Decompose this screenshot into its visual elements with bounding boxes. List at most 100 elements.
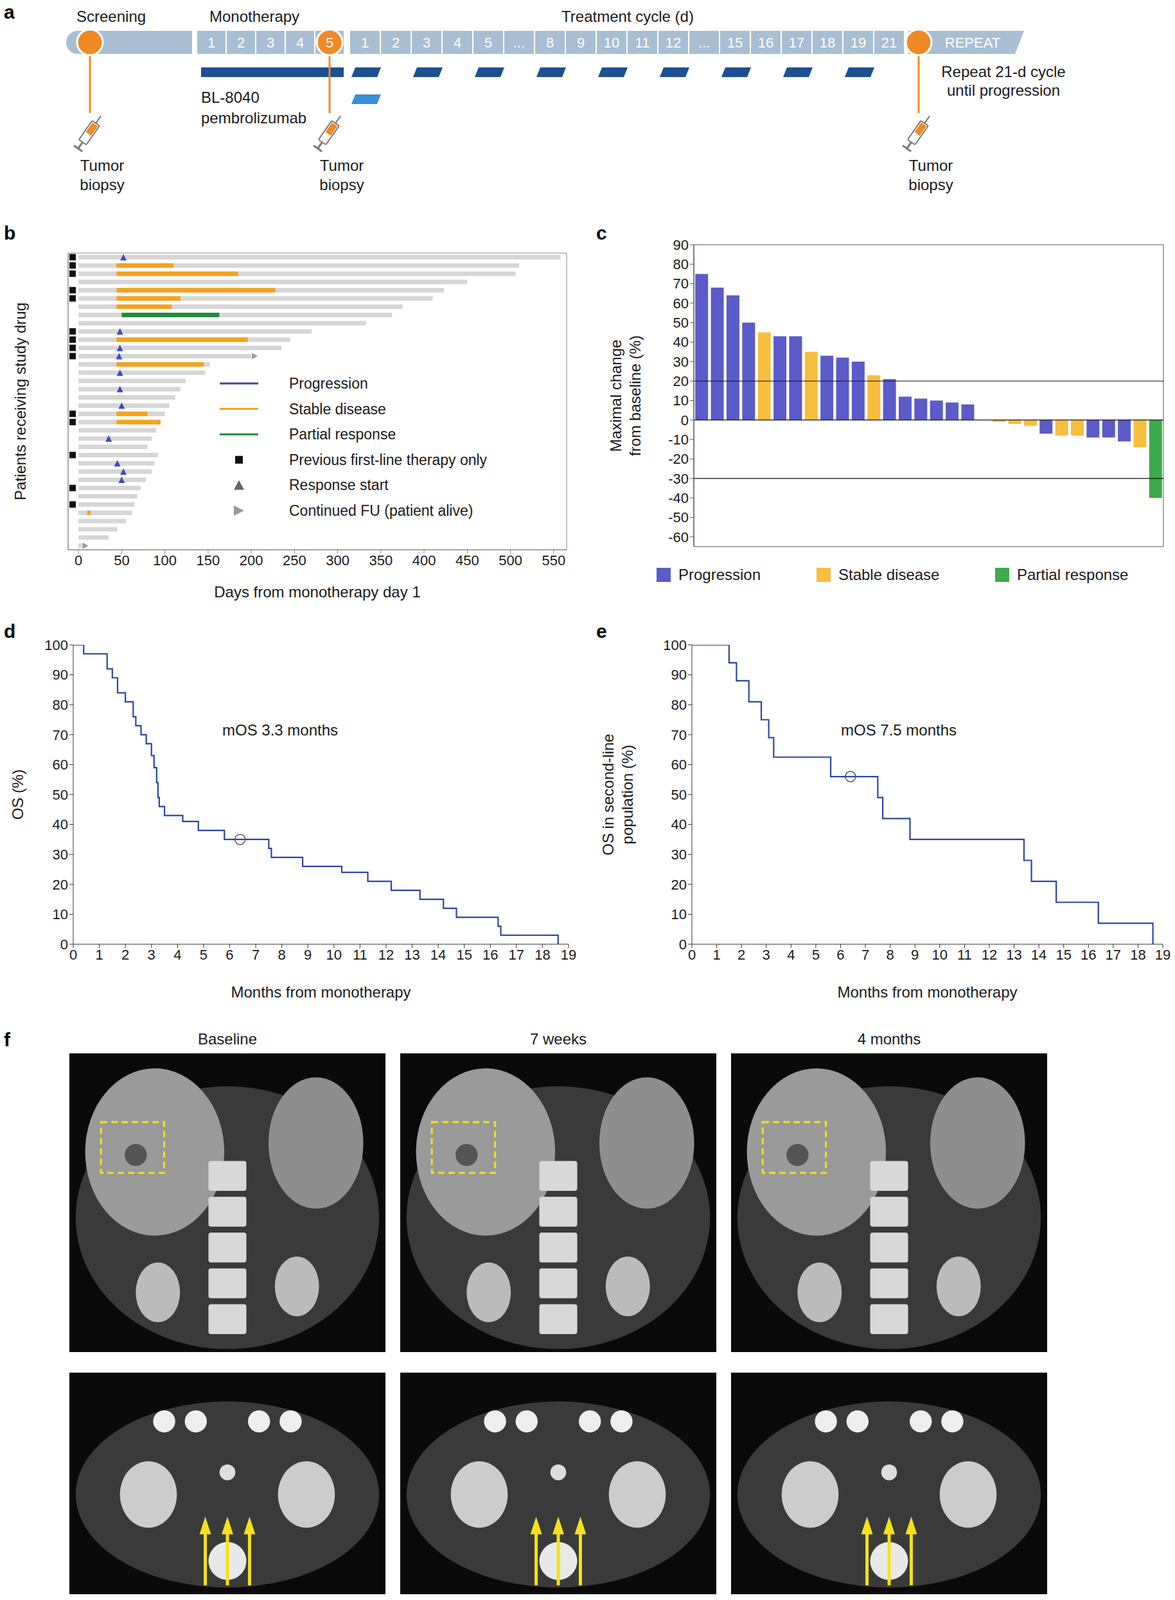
svg-text:19: 19 [560, 946, 577, 963]
svg-text:40: 40 [673, 334, 689, 351]
svg-text:19: 19 [1155, 946, 1171, 963]
svg-text:biopsy: biopsy [79, 176, 124, 194]
svg-text:Tumor: Tumor [319, 156, 364, 175]
svg-text:0: 0 [679, 936, 687, 953]
svg-text:50: 50 [673, 314, 689, 331]
svg-text:3: 3 [266, 34, 275, 51]
svg-text:7: 7 [861, 946, 870, 963]
svg-text:4: 4 [786, 946, 795, 963]
svg-text:13: 13 [1006, 946, 1022, 963]
svg-text:10: 10 [671, 906, 687, 923]
svg-text:8: 8 [546, 34, 554, 51]
svg-text:population (%): population (%) [618, 745, 637, 845]
svg-text:-20: -20 [668, 450, 689, 468]
svg-text:-30: -30 [668, 470, 689, 487]
svg-text:3: 3 [422, 34, 431, 51]
svg-text:Treatment cycle (d): Treatment cycle (d) [561, 7, 694, 26]
svg-text:5: 5 [199, 946, 208, 963]
svg-text:0: 0 [74, 552, 83, 569]
svg-text:300: 300 [325, 552, 350, 569]
svg-text:Tumor: Tumor [80, 156, 124, 175]
svg-text:60: 60 [671, 756, 687, 773]
svg-text:90: 90 [673, 237, 689, 254]
svg-text:14: 14 [430, 946, 446, 963]
svg-text:18: 18 [819, 34, 836, 51]
svg-text:10: 10 [52, 906, 69, 923]
svg-text:OS (%): OS (%) [8, 769, 27, 821]
svg-text:Repeat 21-d cycle: Repeat 21-d cycle [941, 62, 1066, 81]
svg-text:15: 15 [1055, 946, 1071, 963]
svg-text:1: 1 [95, 946, 103, 963]
svg-text:21: 21 [881, 34, 897, 51]
svg-text:Months from monotherapy: Months from monotherapy [230, 983, 411, 1001]
svg-text:BL-8040: BL-8040 [201, 88, 260, 107]
svg-text:Partial response: Partial response [289, 425, 396, 443]
svg-text:-10: -10 [668, 431, 689, 448]
svg-text:70: 70 [673, 275, 689, 292]
svg-text:19: 19 [850, 34, 866, 51]
svg-text:12: 12 [665, 34, 681, 51]
svg-text:550: 550 [541, 552, 566, 569]
svg-text:4: 4 [453, 34, 462, 51]
svg-text:3: 3 [147, 946, 156, 963]
svg-text:11: 11 [957, 946, 972, 963]
svg-text:...: ... [698, 34, 710, 51]
svg-text:Response start: Response start [289, 476, 389, 494]
svg-text:16: 16 [482, 946, 498, 963]
svg-text:0: 0 [60, 936, 69, 953]
svg-text:until progression: until progression [946, 81, 1061, 99]
svg-text:100: 100 [662, 637, 687, 654]
svg-text:5: 5 [812, 946, 820, 963]
svg-text:1: 1 [207, 34, 216, 51]
svg-text:80: 80 [52, 697, 69, 714]
svg-text:4: 4 [296, 34, 304, 51]
svg-text:30: 30 [673, 353, 689, 371]
svg-text:pembrolizumab: pembrolizumab [201, 109, 307, 127]
svg-text:...: ... [513, 34, 525, 51]
svg-text:Stable disease: Stable disease [289, 400, 387, 418]
svg-text:9: 9 [303, 946, 312, 963]
svg-text:10: 10 [932, 946, 948, 963]
svg-text:6: 6 [225, 946, 234, 963]
svg-text:12: 12 [378, 946, 394, 963]
svg-text:Days from monotherapy day 1: Days from monotherapy day 1 [213, 583, 421, 601]
svg-text:80: 80 [671, 697, 687, 714]
svg-text:20: 20 [673, 373, 689, 390]
svg-text:mOS 3.3 months: mOS 3.3 months [222, 721, 338, 739]
svg-text:60: 60 [52, 756, 69, 773]
svg-text:12: 12 [981, 946, 998, 963]
svg-text:9: 9 [576, 34, 585, 51]
svg-text:7: 7 [251, 946, 260, 963]
svg-text:-40: -40 [668, 490, 689, 507]
svg-text:2: 2 [737, 946, 746, 963]
svg-text:17: 17 [1105, 946, 1122, 963]
svg-text:OS in second-line: OS in second-line [599, 733, 617, 856]
svg-text:90: 90 [671, 666, 687, 683]
svg-text:200: 200 [239, 552, 264, 569]
svg-text:15: 15 [456, 946, 472, 963]
svg-text:4 months: 4 months [857, 1030, 922, 1048]
svg-text:Progression: Progression [289, 375, 369, 392]
svg-text:Tumor: Tumor [909, 156, 953, 175]
svg-text:18: 18 [534, 946, 550, 963]
svg-text:20: 20 [52, 876, 69, 893]
svg-text:60: 60 [673, 295, 689, 312]
svg-text:400: 400 [412, 552, 437, 569]
svg-text:Progression: Progression [678, 565, 761, 584]
svg-text:mOS 7.5 months: mOS 7.5 months [840, 721, 957, 739]
svg-text:Patients receiving study drug: Patients receiving study drug [11, 302, 29, 501]
svg-text:10: 10 [326, 946, 342, 963]
svg-text:80: 80 [673, 256, 689, 273]
svg-text:2: 2 [237, 34, 245, 51]
svg-text:Maximal change: Maximal change [607, 339, 625, 453]
svg-text:Stable disease: Stable disease [838, 565, 940, 584]
svg-text:30: 30 [52, 846, 69, 863]
svg-text:90: 90 [52, 666, 69, 683]
svg-text:350: 350 [368, 552, 393, 569]
svg-text:1: 1 [361, 34, 369, 51]
svg-text:15: 15 [727, 34, 743, 51]
svg-text:Screening: Screening [76, 7, 146, 26]
svg-text:70: 70 [52, 727, 69, 744]
svg-text:biopsy: biopsy [908, 176, 953, 194]
svg-text:Monotherapy: Monotherapy [209, 7, 300, 26]
